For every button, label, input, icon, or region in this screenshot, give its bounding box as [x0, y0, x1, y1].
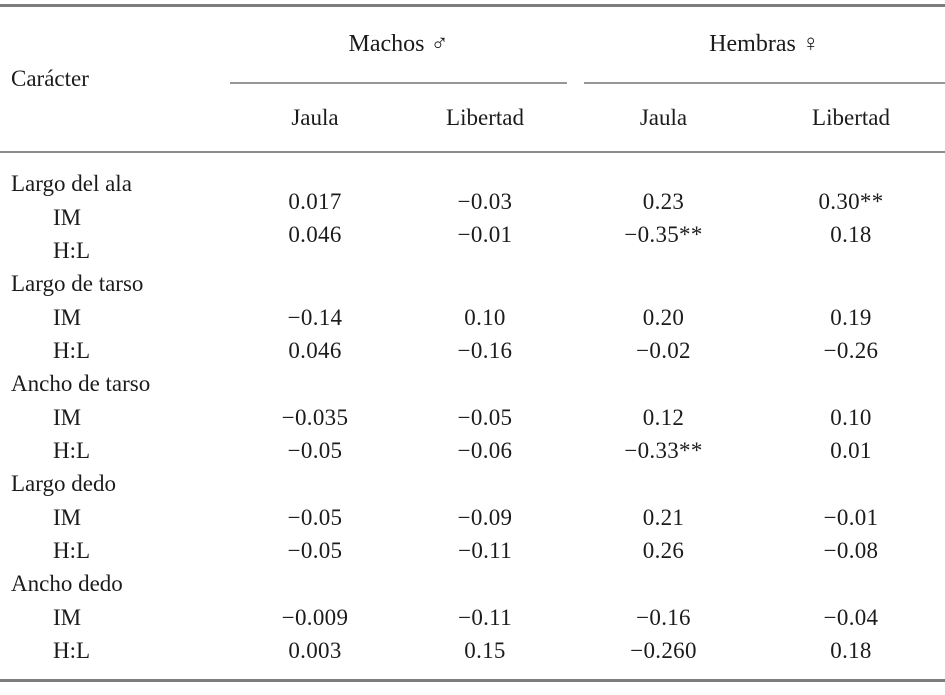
- cell-value: −0.009: [281, 604, 349, 630]
- row-label: H:L: [53, 537, 91, 563]
- table-header: Carácter Machos ♂ Hembras ♀ Jaula Libert…: [0, 7, 945, 151]
- spacer: [0, 667, 945, 679]
- cell-value: −0.05: [287, 504, 343, 530]
- subheader-machos-libertad: Libertad: [446, 104, 524, 130]
- cell-value: −0.05: [287, 437, 343, 463]
- cell-value: −0.11: [458, 537, 512, 563]
- group-header-hembras: Hembras ♀: [584, 7, 945, 84]
- group-row: Largo de tarso: [0, 267, 945, 301]
- table-row: IM −0.05 −0.09 0.21 −0.01: [0, 501, 945, 534]
- top-rule: [0, 4, 945, 7]
- group-label: Largo de tarso: [11, 271, 144, 296]
- row-label: IM: [53, 504, 82, 530]
- cell-value: 0.21: [642, 504, 685, 530]
- subheader-hembras-libertad: Libertad: [812, 104, 890, 130]
- table-row: H:L 0.003 0.15 −0.260 0.18: [0, 634, 945, 667]
- cell-value: 0.017: [288, 188, 342, 214]
- table-row: H:L 0.046 −0.16 −0.02 −0.26: [0, 334, 945, 367]
- cell-value: −0.06: [457, 437, 513, 463]
- row-label: H:L: [53, 637, 91, 663]
- table-row: IM 0.017 −0.03 0.23 0.30**: [0, 189, 945, 234]
- cell-value: 0.18: [830, 637, 872, 663]
- header-body-rule: [0, 151, 945, 153]
- subheader-machos-jaula: Jaula: [291, 104, 339, 130]
- table-row: IM −0.009 −0.11 −0.16 −0.04: [0, 601, 945, 634]
- cell-value: −0.11: [458, 604, 512, 630]
- cell-value: 0.046: [288, 221, 342, 247]
- cell-value: −0.05: [287, 537, 343, 563]
- cell-value: −0.04: [823, 604, 879, 630]
- table-row: H:L −0.05 −0.11 0.26 −0.08: [0, 534, 945, 567]
- group-row: Largo del ala: [0, 167, 945, 201]
- cell-value: 0.12: [642, 404, 685, 430]
- cell-value: 0.003: [288, 637, 342, 663]
- row-label: IM: [53, 604, 82, 630]
- cell-value: 0.20: [642, 304, 685, 330]
- group-label: Largo del ala: [11, 171, 132, 196]
- cell-value: −0.05: [457, 404, 513, 430]
- row-label: IM: [53, 404, 82, 430]
- table-body: Largo del ala IM 0.017 −0.03 0.23 0.30**…: [0, 153, 945, 667]
- column-header-caracter: Carácter: [11, 66, 89, 91]
- cell-value: −0.33**: [624, 437, 703, 463]
- cell-value: −0.16: [457, 337, 513, 363]
- cell-value: 0.30**: [818, 188, 884, 214]
- bottom-rule: [0, 679, 945, 682]
- cell-value: −0.01: [823, 504, 879, 530]
- row-label: H:L: [53, 337, 91, 363]
- cell-value: 0.23: [642, 188, 685, 214]
- cell-value: 0.15: [464, 637, 506, 663]
- subheader-hembras-jaula: Jaula: [639, 104, 688, 130]
- group-row: Ancho dedo: [0, 567, 945, 601]
- cell-value: −0.09: [457, 504, 513, 530]
- cell-value: −0.14: [287, 304, 343, 330]
- table-row: H:L −0.05 −0.06 −0.33** 0.01: [0, 434, 945, 467]
- group-label: Largo dedo: [11, 471, 116, 496]
- table-row: H:L 0.046 −0.01 −0.35** 0.18: [0, 222, 945, 267]
- cell-value: 0.10: [464, 304, 506, 330]
- cell-value: −0.03: [457, 188, 513, 214]
- cell-value: −0.35**: [624, 221, 703, 247]
- cell-value: −0.08: [823, 537, 879, 563]
- cell-value: 0.01: [830, 437, 872, 463]
- row-label: IM: [53, 204, 82, 230]
- cell-value: −0.01: [457, 221, 513, 247]
- group-header-machos: Machos ♂: [230, 7, 567, 84]
- cell-value: 0.26: [642, 537, 685, 563]
- cell-value: 0.18: [830, 221, 872, 247]
- row-label: H:L: [53, 437, 91, 463]
- group-row: Largo dedo: [0, 467, 945, 501]
- table-row: IM −0.035 −0.05 0.12 0.10: [0, 401, 945, 434]
- cell-value: −0.035: [281, 404, 349, 430]
- row-label: IM: [53, 304, 82, 330]
- cell-value: 0.19: [830, 304, 872, 330]
- cell-value: −0.02: [636, 337, 691, 363]
- cell-value: −0.16: [636, 604, 691, 630]
- group-label: Ancho dedo: [11, 571, 123, 596]
- group-row: Ancho de tarso: [0, 367, 945, 401]
- cell-value: 0.046: [288, 337, 342, 363]
- group-label: Ancho de tarso: [11, 371, 151, 396]
- table-row: IM −0.14 0.10 0.20 0.19: [0, 301, 945, 334]
- row-label: H:L: [53, 237, 91, 263]
- cell-value: −0.260: [630, 637, 697, 663]
- cell-value: −0.26: [823, 337, 879, 363]
- cell-value: 0.10: [830, 404, 872, 430]
